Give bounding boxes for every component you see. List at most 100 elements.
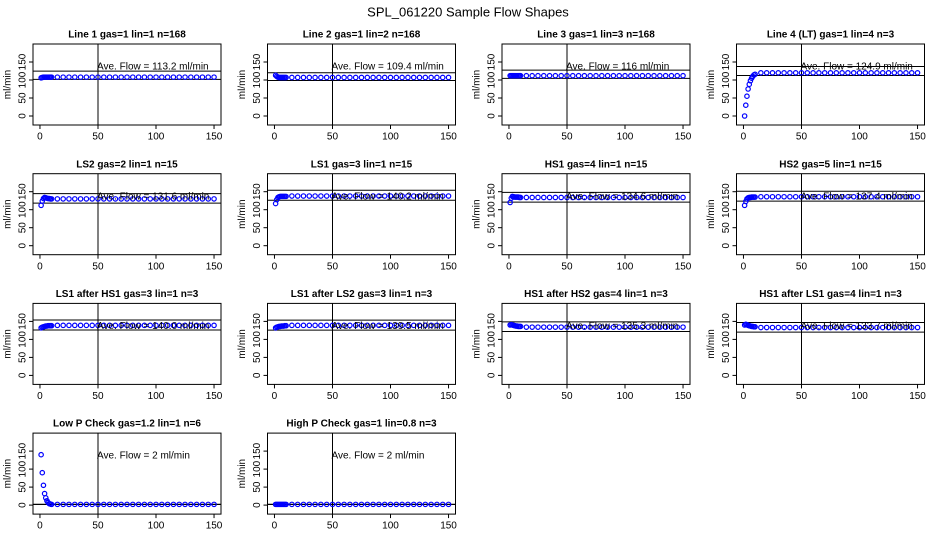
data-point <box>153 501 159 508</box>
y-axis-label: ml/min <box>3 199 14 228</box>
data-point <box>752 194 758 200</box>
data-point <box>300 322 307 329</box>
y-tick-label: 100 <box>487 71 498 88</box>
data-point <box>54 322 61 329</box>
y-axis-label: ml/min <box>472 199 483 228</box>
data-point <box>742 102 749 109</box>
data-point <box>862 193 869 200</box>
data-point <box>341 193 347 199</box>
data-point <box>908 70 915 76</box>
data-point <box>54 196 61 202</box>
y-tick-label: 100 <box>487 331 498 348</box>
data-point <box>856 324 863 331</box>
data-point <box>147 501 154 508</box>
data-point <box>135 322 142 329</box>
annotation: Ave. Flow = 109.4 ml/min <box>332 62 444 73</box>
x-tick-label: 150 <box>440 132 457 143</box>
data-point <box>445 501 452 508</box>
data-point <box>879 324 886 331</box>
data-point <box>182 501 188 508</box>
data-point <box>668 324 675 330</box>
data-point <box>112 501 119 508</box>
x-tick-label: 100 <box>148 521 165 532</box>
y-tick-label: 100 <box>721 71 732 88</box>
data-point <box>54 501 61 508</box>
data-point <box>674 324 681 330</box>
annotation: Ave. Flow = 137.4 ml/min <box>801 191 913 202</box>
y-axis-label: ml/min <box>3 459 14 488</box>
data-point <box>833 324 840 331</box>
data-point <box>752 323 758 330</box>
data-point <box>668 194 675 201</box>
data-point <box>312 501 318 508</box>
data-point <box>77 196 84 202</box>
data-point <box>364 322 371 329</box>
y-tick-label: 0 <box>252 242 263 248</box>
data-point <box>558 72 564 79</box>
data-point <box>633 324 640 330</box>
x-tick-label: 0 <box>741 261 747 272</box>
x-tick-label: 50 <box>92 391 104 402</box>
data-point <box>523 72 530 79</box>
panel-title: HS1 after HS2 gas=4 lin=1 n=3 <box>524 289 668 300</box>
data-point <box>48 74 55 80</box>
x-tick-label: 150 <box>206 521 223 532</box>
data-point <box>769 193 776 200</box>
data-point <box>885 324 892 331</box>
data-point <box>540 324 547 330</box>
data-point <box>300 501 307 508</box>
data-point <box>283 193 289 200</box>
data-point <box>135 74 142 80</box>
data-point <box>891 193 898 200</box>
data-point <box>833 70 840 76</box>
data-point <box>680 324 686 330</box>
data-point <box>628 72 634 79</box>
y-axis-label: ml/min <box>3 70 14 99</box>
x-tick-label: 0 <box>272 521 278 532</box>
data-point <box>370 322 376 329</box>
data-point <box>164 501 171 508</box>
data-point <box>645 72 652 79</box>
data-point <box>71 322 78 329</box>
data-point <box>908 193 915 200</box>
data-point <box>535 324 541 330</box>
data-point <box>769 70 776 76</box>
data-point <box>66 196 72 202</box>
y-tick-label: 0 <box>18 502 29 508</box>
x-tick-label: 50 <box>561 391 573 402</box>
plot-frame <box>501 302 691 385</box>
data-point <box>639 72 646 79</box>
data-point <box>39 469 46 476</box>
data-point <box>100 501 107 508</box>
data-point <box>300 193 307 199</box>
data-point <box>874 193 880 200</box>
data-point <box>810 193 816 200</box>
data-point <box>170 322 177 329</box>
plot-frame <box>501 43 691 126</box>
data-point <box>405 322 411 329</box>
data-point <box>60 322 66 329</box>
data-point <box>428 74 434 81</box>
data-point <box>170 74 177 80</box>
data-point <box>781 324 787 331</box>
y-tick-label: 50 <box>252 351 263 363</box>
data-point <box>564 72 570 79</box>
data-point <box>387 322 394 329</box>
data-point <box>159 196 165 202</box>
data-point <box>329 501 336 508</box>
x-tick-label: 150 <box>206 261 223 272</box>
y-tick-label: 150 <box>487 53 498 70</box>
panel-title: Line 1 gas=1 lin=1 n=168 <box>68 30 186 41</box>
data-point <box>581 194 588 201</box>
data-point <box>358 74 365 81</box>
x-tick-label: 100 <box>851 261 868 272</box>
data-point <box>135 501 142 508</box>
data-point <box>89 322 95 329</box>
x-tick-label: 0 <box>37 132 43 143</box>
y-tick-label: 0 <box>252 113 263 119</box>
data-point <box>95 322 101 329</box>
y-tick-label: 100 <box>721 201 732 218</box>
x-tick-label: 100 <box>148 261 165 272</box>
